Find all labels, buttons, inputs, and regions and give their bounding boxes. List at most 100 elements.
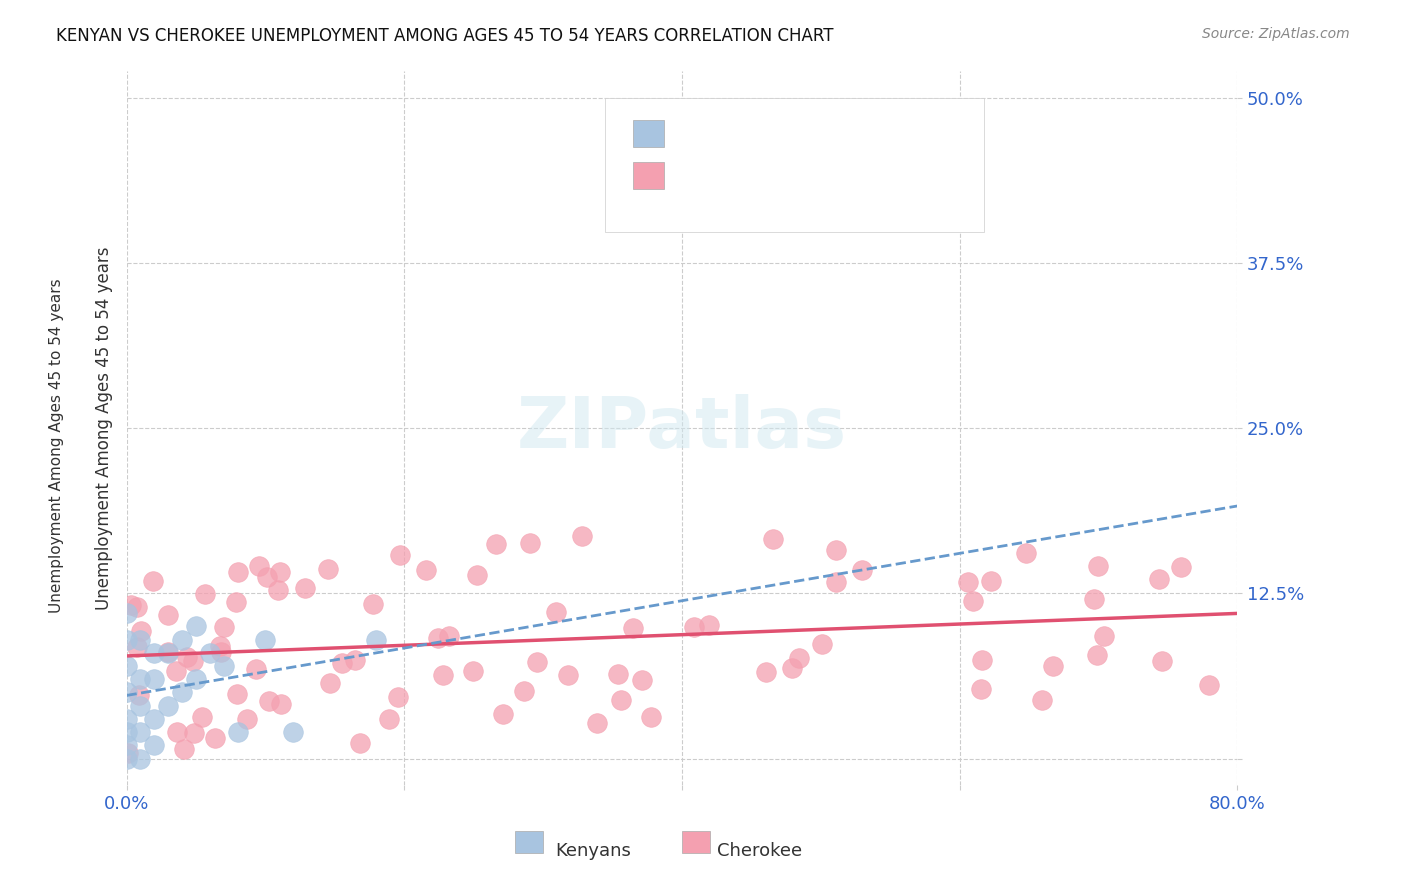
Point bbox=[513, 683, 536, 698]
Point bbox=[571, 529, 593, 543]
Point bbox=[129, 624, 152, 639]
Point bbox=[270, 697, 292, 711]
Point bbox=[388, 548, 411, 562]
Point bbox=[377, 712, 399, 726]
Point bbox=[194, 587, 217, 601]
Point bbox=[115, 751, 138, 765]
Point bbox=[755, 665, 778, 679]
Point bbox=[256, 570, 278, 584]
Point bbox=[212, 620, 235, 634]
Text: Source: ZipAtlas.com: Source: ZipAtlas.com bbox=[1202, 27, 1350, 41]
Point bbox=[143, 646, 166, 660]
Point bbox=[191, 710, 214, 724]
Point bbox=[236, 712, 259, 726]
Point bbox=[330, 656, 353, 670]
Point bbox=[437, 629, 460, 643]
Point bbox=[762, 533, 785, 547]
Point bbox=[1015, 546, 1038, 560]
Point bbox=[1085, 648, 1108, 662]
Point bbox=[115, 632, 138, 647]
Point bbox=[316, 562, 339, 576]
Point bbox=[115, 606, 138, 620]
Point bbox=[209, 645, 232, 659]
Point bbox=[247, 559, 270, 574]
Point bbox=[115, 725, 138, 739]
Point bbox=[143, 712, 166, 726]
Point bbox=[607, 666, 630, 681]
Point bbox=[519, 536, 541, 550]
Point bbox=[851, 563, 873, 577]
Point bbox=[254, 632, 277, 647]
Point bbox=[485, 536, 508, 550]
Point bbox=[1198, 678, 1220, 692]
Point bbox=[267, 583, 290, 598]
Point bbox=[115, 739, 138, 753]
Point bbox=[1042, 658, 1064, 673]
Point bbox=[426, 632, 449, 646]
Point bbox=[366, 632, 388, 647]
Point bbox=[825, 543, 848, 558]
Point bbox=[157, 645, 180, 659]
Point bbox=[1087, 558, 1109, 573]
Bar bbox=[515, 831, 543, 853]
Point bbox=[319, 676, 342, 690]
Point bbox=[198, 646, 221, 660]
Point bbox=[461, 664, 484, 678]
Point bbox=[184, 619, 207, 633]
Point bbox=[956, 575, 979, 590]
Point bbox=[120, 599, 142, 613]
Point bbox=[143, 672, 166, 686]
Point bbox=[226, 565, 249, 579]
Point bbox=[225, 595, 247, 609]
Point bbox=[117, 747, 139, 761]
Point bbox=[181, 654, 204, 668]
Text: Cherokee: Cherokee bbox=[717, 842, 803, 860]
Point bbox=[129, 751, 152, 765]
Point bbox=[128, 689, 150, 703]
Point bbox=[212, 659, 235, 673]
Point bbox=[544, 605, 567, 619]
Point bbox=[586, 715, 609, 730]
Text: 0.067: 0.067 bbox=[717, 120, 768, 138]
Point bbox=[980, 574, 1002, 588]
Point bbox=[610, 693, 633, 707]
Point bbox=[811, 637, 834, 651]
Point bbox=[129, 632, 152, 647]
Y-axis label: Unemployment Among Ages 45 to 54 years: Unemployment Among Ages 45 to 54 years bbox=[94, 246, 112, 610]
Point bbox=[962, 594, 984, 608]
Point bbox=[166, 724, 188, 739]
Point bbox=[526, 655, 548, 669]
Text: R =: R = bbox=[675, 120, 714, 138]
Point bbox=[349, 736, 371, 750]
Point bbox=[825, 575, 848, 590]
Point bbox=[127, 640, 149, 654]
Point bbox=[780, 661, 803, 675]
Point bbox=[1083, 591, 1105, 606]
Text: N =: N = bbox=[815, 161, 855, 178]
Point bbox=[129, 672, 152, 686]
Point bbox=[129, 725, 152, 739]
Point bbox=[127, 600, 149, 615]
Point bbox=[257, 693, 280, 707]
Point bbox=[465, 568, 488, 582]
Text: KENYAN VS CHEROKEE UNEMPLOYMENT AMONG AGES 45 TO 54 YEARS CORRELATION CHART: KENYAN VS CHEROKEE UNEMPLOYMENT AMONG AG… bbox=[56, 27, 834, 45]
Point bbox=[640, 709, 662, 723]
Point bbox=[281, 725, 304, 739]
Point bbox=[115, 659, 138, 673]
Point bbox=[1147, 572, 1170, 586]
Point bbox=[697, 617, 720, 632]
Text: ZIPatlas: ZIPatlas bbox=[517, 393, 846, 463]
Point bbox=[208, 639, 231, 653]
Point bbox=[204, 731, 226, 745]
Bar bbox=[682, 831, 710, 853]
Point bbox=[294, 581, 316, 595]
Point bbox=[165, 664, 187, 678]
Point bbox=[226, 725, 249, 739]
Point bbox=[492, 706, 515, 721]
Point bbox=[1092, 629, 1115, 643]
Point bbox=[115, 685, 138, 699]
Text: N =: N = bbox=[815, 120, 855, 138]
Point bbox=[172, 632, 194, 647]
Text: Kenyans: Kenyans bbox=[555, 842, 631, 860]
Point bbox=[115, 712, 138, 726]
